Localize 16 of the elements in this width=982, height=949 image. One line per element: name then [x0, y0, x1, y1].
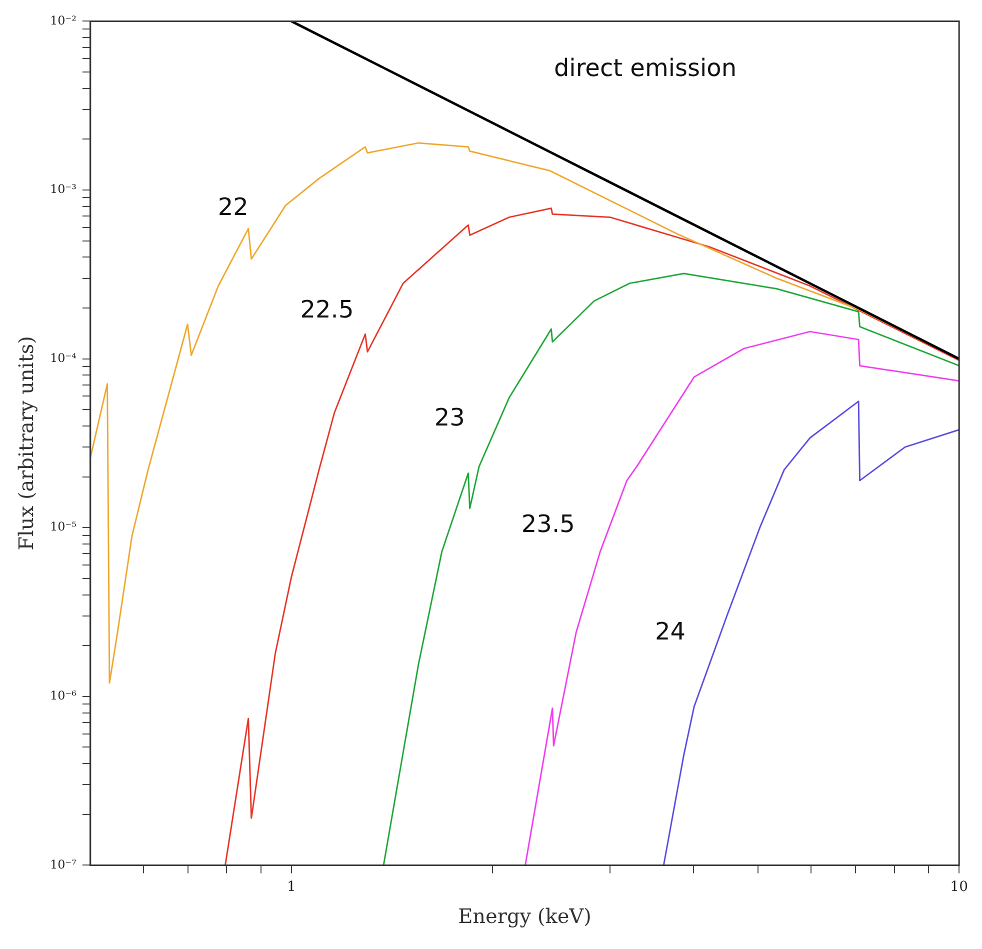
y-tick-label: 10⁻⁵ — [50, 520, 77, 534]
series-label: 22 — [218, 192, 248, 221]
y-tick-label: 10⁻³ — [50, 182, 77, 196]
series-label: 23 — [434, 403, 465, 432]
series-label: 22.5 — [300, 295, 354, 324]
series-label: 23.5 — [521, 510, 575, 538]
x-tick-label: 1 — [286, 879, 296, 896]
y-tick-label: 10⁻⁷ — [50, 857, 77, 872]
x-tick-label: 10 — [950, 879, 968, 896]
text: direct emission — [554, 54, 737, 82]
series-label: 24 — [655, 618, 686, 646]
y-axis-title: Flux (arbitrary units) — [14, 336, 38, 550]
y-tick-label: 10⁻⁶ — [50, 688, 77, 703]
y-tick-label: 10⁻⁴ — [50, 350, 77, 365]
y-tick-label: 10⁻² — [50, 13, 77, 28]
x-axis-title: Energy (keV) — [458, 904, 592, 928]
